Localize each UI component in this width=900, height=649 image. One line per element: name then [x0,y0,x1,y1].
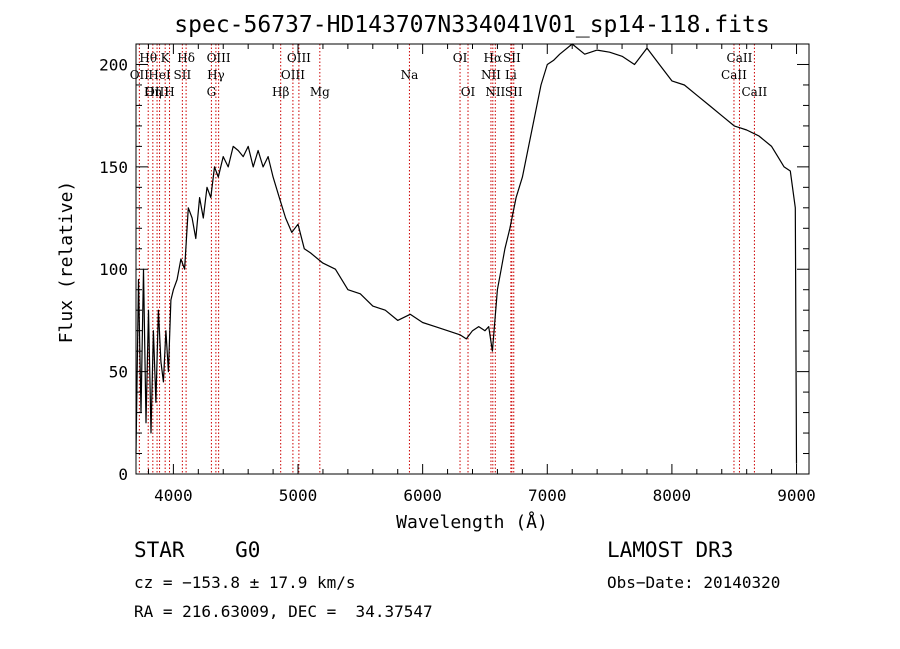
line-marker-layer [138,44,755,474]
y-tick-label-3: 150 [99,158,128,177]
x-tick-label-2: 6000 [403,486,442,505]
line-label-17: OI [453,51,468,65]
object-class: STAR G0 [134,538,261,562]
ra-dec-coordinates: RA = 216.63009, DEC = 34.37547 [134,602,433,621]
observation-date: Obs−Date: 20140320 [607,573,781,592]
line-label-16: Na [401,68,419,82]
line-label-3: K [161,51,171,65]
line-label-12: OIII [287,51,311,65]
x-tick-label-3: 7000 [528,486,567,505]
line-label-23: NII [485,85,505,99]
redshift-cz: cz = −153.8 ± 17.9 km/s [134,573,356,592]
line-label-7: H [164,85,174,99]
line-label-5: Hη [144,85,162,99]
line-label-26: CaII [721,68,747,82]
x-tick-label-0: 4000 [154,486,193,505]
line-label-20: SII [503,51,521,65]
y-tick-label-2: 100 [99,260,128,279]
line-label-0: Hθ [139,51,157,65]
spectrum-series-line [135,43,798,464]
line-label-15: Mg [310,85,330,99]
y-tick-label-4: 200 [99,55,128,74]
x-tick-label-5: 9000 [777,486,816,505]
line-label-10: Hγ [207,68,225,82]
y-tick-label-1: 50 [109,363,128,382]
spectrum-layer [135,43,798,464]
line-label-8: Hδ [177,51,195,65]
y-axis-label: Flux (relative) [56,181,77,344]
line-label-2: OIII [145,85,169,99]
line-label-1: OII [130,68,150,82]
axis-layer: 4000 5000 6000 7000 8000 9000 0 50 100 150 200 [99,44,816,505]
line-label-13: OIII [281,68,305,82]
line-label-14: Hβ [272,85,289,99]
x-axis-label: Wavelength (Å) [396,511,548,533]
line-label-22: Li [505,68,517,82]
line-label-19: Hα [484,51,503,65]
x-tick-label-4: 8000 [653,486,692,505]
line-label-21: NII [481,68,501,82]
survey-name: LAMOST DR3 [607,538,734,562]
chart-title: spec-56737-HD143707N334041V01_sp14-118.f… [174,12,769,38]
x-tick-label-1: 5000 [279,486,318,505]
line-label-24: SII [505,85,523,99]
line-label-4: HeI [148,68,171,82]
line-label-11: G [207,85,217,99]
line-label-25: CaII [727,51,753,65]
line-label-6: SII [174,68,192,82]
line-label-27: CaII [741,85,767,99]
line-label-9: OIII [207,51,231,65]
plot-frame [135,43,810,475]
y-tick-label-0: 0 [118,465,128,484]
line-label-18: OI [461,85,476,99]
